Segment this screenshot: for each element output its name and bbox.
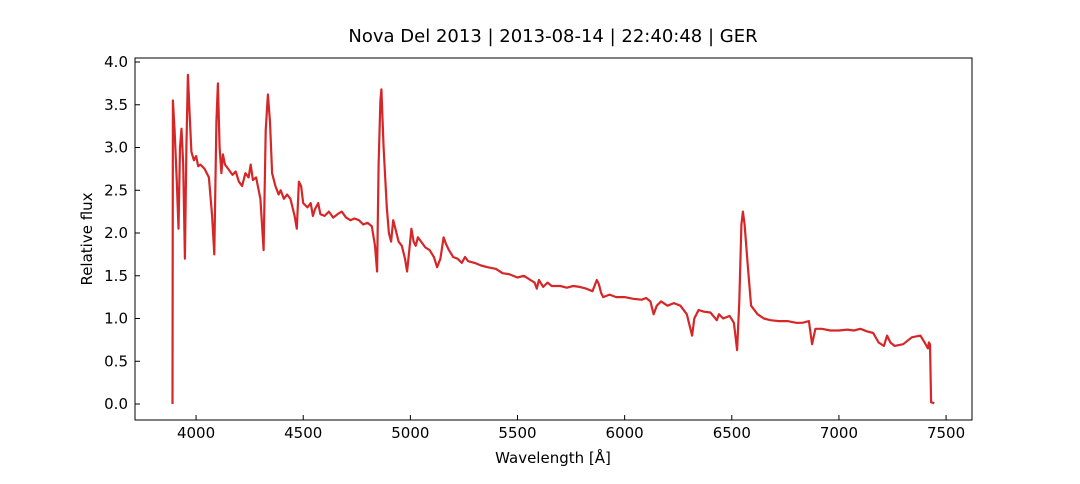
y-tick-label: 0.0 xyxy=(104,395,128,413)
y-tick-label: 0.5 xyxy=(104,352,128,370)
x-tick-label: 4000 xyxy=(177,424,215,442)
y-tick-label: 3.5 xyxy=(104,96,128,114)
x-tick-label: 7500 xyxy=(927,424,965,442)
x-tick-label: 5500 xyxy=(498,424,536,442)
spectrum-line xyxy=(171,73,935,405)
plot-frame xyxy=(134,57,973,421)
x-tick-label: 6500 xyxy=(713,424,751,442)
x-tick-label: 6000 xyxy=(606,424,644,442)
y-tick-label: 3.0 xyxy=(104,139,128,157)
y-tick-label: 4.0 xyxy=(104,53,128,71)
y-tick-label: 1.0 xyxy=(104,310,128,328)
chart-title: Nova Del 2013 | 2013-08-14 | 22:40:48 | … xyxy=(348,26,757,47)
y-axis-label: Relative flux xyxy=(78,192,96,285)
y-tick-label: 1.5 xyxy=(104,267,128,285)
y-tick-label: 2.0 xyxy=(104,224,128,242)
x-tick-label: 4500 xyxy=(284,424,322,442)
x-axis-label: Wavelength [Å] xyxy=(495,448,611,467)
x-tick-label: 7000 xyxy=(820,424,858,442)
y-tick-label: 2.5 xyxy=(104,181,128,199)
x-tick-label: 5000 xyxy=(391,424,429,442)
